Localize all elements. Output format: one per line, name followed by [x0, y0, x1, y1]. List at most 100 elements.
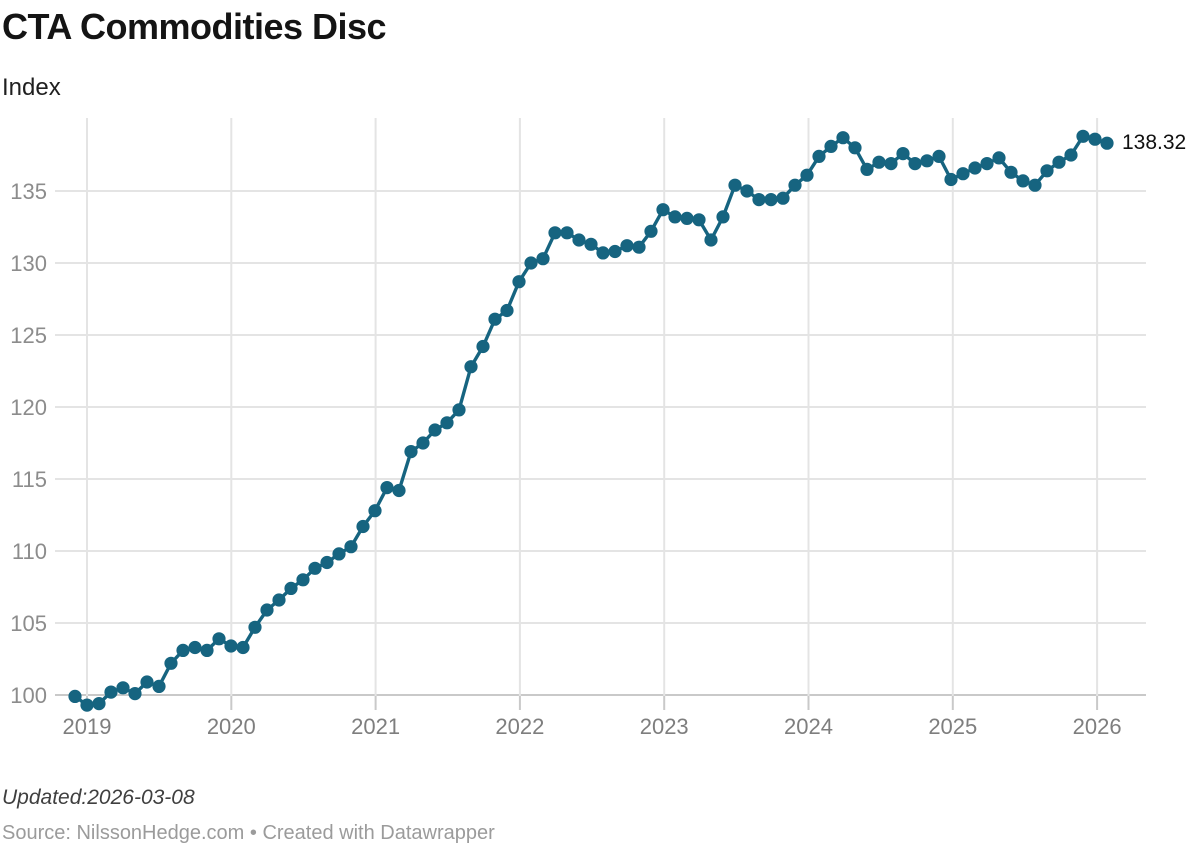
data-point[interactable] — [992, 151, 1006, 165]
data-point[interactable] — [908, 157, 922, 171]
data-point[interactable] — [272, 593, 286, 607]
x-tick-label: 2022 — [495, 714, 544, 739]
y-tick-label: 115 — [12, 467, 47, 492]
data-point[interactable] — [752, 193, 766, 207]
data-point[interactable] — [92, 697, 106, 711]
data-point[interactable] — [608, 244, 622, 259]
data-point[interactable] — [392, 483, 406, 498]
data-point[interactable] — [260, 603, 274, 617]
data-point[interactable] — [872, 155, 886, 169]
data-point[interactable] — [968, 161, 982, 175]
data-point[interactable] — [836, 131, 850, 145]
data-point[interactable] — [572, 233, 586, 247]
data-point[interactable] — [464, 360, 478, 374]
data-point[interactable] — [584, 237, 598, 251]
data-point[interactable] — [944, 172, 958, 187]
data-point[interactable] — [656, 203, 670, 217]
x-tick-label: 2021 — [351, 714, 400, 739]
data-point[interactable] — [596, 246, 610, 260]
data-point[interactable] — [128, 687, 142, 701]
data-point[interactable] — [1100, 136, 1114, 150]
data-point[interactable] — [212, 632, 226, 646]
data-point[interactable] — [440, 416, 454, 430]
y-tick-label: 125 — [10, 323, 47, 348]
data-point[interactable] — [920, 154, 934, 168]
data-point[interactable] — [308, 561, 322, 575]
data-point[interactable] — [116, 681, 130, 695]
data-point[interactable] — [188, 640, 202, 655]
data-point[interactable] — [668, 210, 682, 224]
data-point[interactable] — [980, 157, 994, 171]
data-point[interactable] — [764, 193, 778, 207]
data-point[interactable] — [344, 540, 358, 554]
data-point[interactable] — [1076, 129, 1090, 143]
data-point[interactable] — [452, 403, 466, 417]
y-tick-label: 105 — [10, 611, 47, 636]
data-point[interactable] — [1004, 165, 1018, 179]
data-point[interactable] — [1064, 148, 1078, 162]
y-tick-label: 100 — [10, 683, 47, 708]
data-point[interactable] — [380, 481, 394, 495]
data-point[interactable] — [1088, 132, 1102, 146]
data-point[interactable] — [896, 147, 910, 161]
data-point[interactable] — [824, 139, 838, 153]
page-title: CTA Commodities Disc — [2, 6, 387, 47]
data-point[interactable] — [740, 184, 754, 198]
data-point[interactable] — [296, 573, 310, 587]
data-point[interactable] — [776, 191, 790, 205]
data-point[interactable] — [728, 178, 742, 192]
data-point[interactable] — [620, 239, 634, 253]
data-point[interactable] — [956, 167, 970, 181]
data-point[interactable] — [1016, 174, 1030, 188]
data-point[interactable] — [884, 157, 898, 171]
data-point[interactable] — [200, 643, 214, 658]
data-point[interactable] — [560, 226, 574, 240]
data-point[interactable] — [716, 210, 730, 224]
data-point[interactable] — [536, 252, 550, 266]
data-point[interactable] — [368, 504, 382, 518]
source-note: Source: NilssonHedge.com • Created with … — [2, 822, 495, 844]
data-point[interactable] — [932, 149, 946, 163]
data-point[interactable] — [176, 643, 190, 658]
data-point[interactable] — [812, 149, 826, 163]
data-point[interactable] — [788, 178, 802, 192]
data-point[interactable] — [692, 213, 706, 227]
y-tick-label: 120 — [10, 395, 47, 420]
data-point[interactable] — [236, 640, 250, 655]
data-point[interactable] — [140, 675, 154, 689]
data-point[interactable] — [332, 547, 346, 561]
data-point[interactable] — [512, 275, 526, 289]
data-point[interactable] — [632, 240, 646, 254]
data-point[interactable] — [500, 303, 514, 318]
data-point[interactable] — [1028, 178, 1042, 192]
data-point[interactable] — [284, 581, 298, 596]
y-tick-label: 135 — [10, 179, 47, 204]
data-point[interactable] — [644, 224, 658, 238]
data-point[interactable] — [224, 639, 238, 653]
x-tick-label: 2026 — [1073, 714, 1122, 739]
data-point[interactable] — [800, 168, 814, 182]
data-point[interactable] — [104, 685, 118, 699]
data-point[interactable] — [428, 423, 442, 437]
data-point[interactable] — [488, 312, 502, 326]
data-point[interactable] — [416, 436, 430, 450]
data-point[interactable] — [524, 256, 538, 270]
data-point[interactable] — [860, 162, 874, 176]
data-point[interactable] — [248, 620, 262, 634]
data-point[interactable] — [476, 339, 490, 354]
data-point[interactable] — [320, 555, 334, 570]
data-point[interactable] — [548, 226, 562, 240]
data-point[interactable] — [404, 445, 418, 459]
data-point[interactable] — [164, 656, 178, 670]
data-point[interactable] — [848, 141, 862, 155]
data-point[interactable] — [1040, 164, 1054, 178]
data-point[interactable] — [356, 519, 370, 534]
data-point[interactable] — [704, 233, 718, 247]
data-point[interactable] — [1052, 155, 1066, 169]
data-point[interactable] — [680, 211, 694, 225]
data-point[interactable] — [152, 679, 166, 694]
data-point[interactable] — [68, 689, 82, 704]
data-point[interactable] — [80, 698, 94, 712]
x-tick-label: 2019 — [63, 714, 112, 739]
y-tick-label: 130 — [10, 251, 47, 276]
